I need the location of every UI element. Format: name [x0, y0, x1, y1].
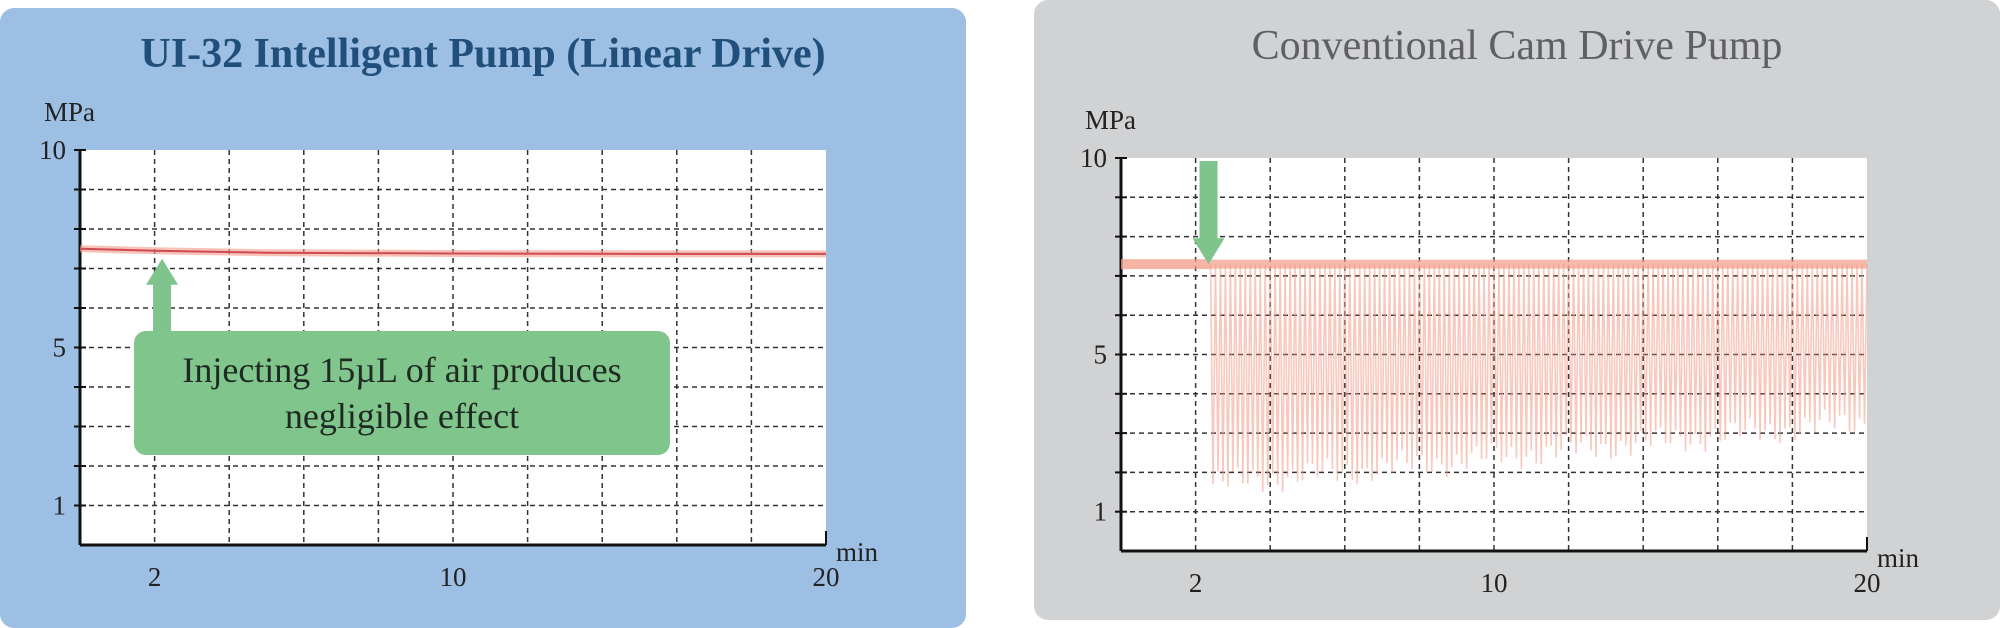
annotation-text: Injecting 15µL of air produces negligibl… [182, 350, 622, 436]
annotation-box: Injecting 15µL of air produces negligibl… [134, 331, 670, 455]
x-tick-label: 20 [813, 562, 840, 592]
x-tick-label: 10 [1481, 568, 1508, 598]
y-tick-label: 1 [1094, 497, 1108, 527]
y-tick-label: 1 [53, 491, 67, 521]
y-axis-label: MPa [1085, 105, 1136, 135]
x-axis-label: min [836, 537, 879, 567]
left-chart-title: UI-32 Intelligent Pump (Linear Drive) [140, 31, 826, 77]
y-tick-label: 10 [1080, 143, 1107, 173]
annotation-arrow [146, 258, 179, 338]
y-tick-label: 5 [1094, 340, 1108, 370]
x-tick-label: 2 [1189, 568, 1203, 598]
x-tick-label: 20 [1854, 568, 1881, 598]
series-line [79, 247, 826, 255]
annotation-arrow [1192, 161, 1225, 265]
y-tick-label: 5 [53, 333, 67, 363]
y-axis-label: MPa [44, 97, 95, 127]
y-tick-label: 10 [39, 135, 66, 165]
right-chart-title: Conventional Cam Drive Pump [1251, 23, 1783, 69]
x-axis-label: min [1877, 543, 1920, 573]
x-tick-label: 2 [148, 562, 162, 592]
x-tick-label: 10 [440, 562, 467, 592]
